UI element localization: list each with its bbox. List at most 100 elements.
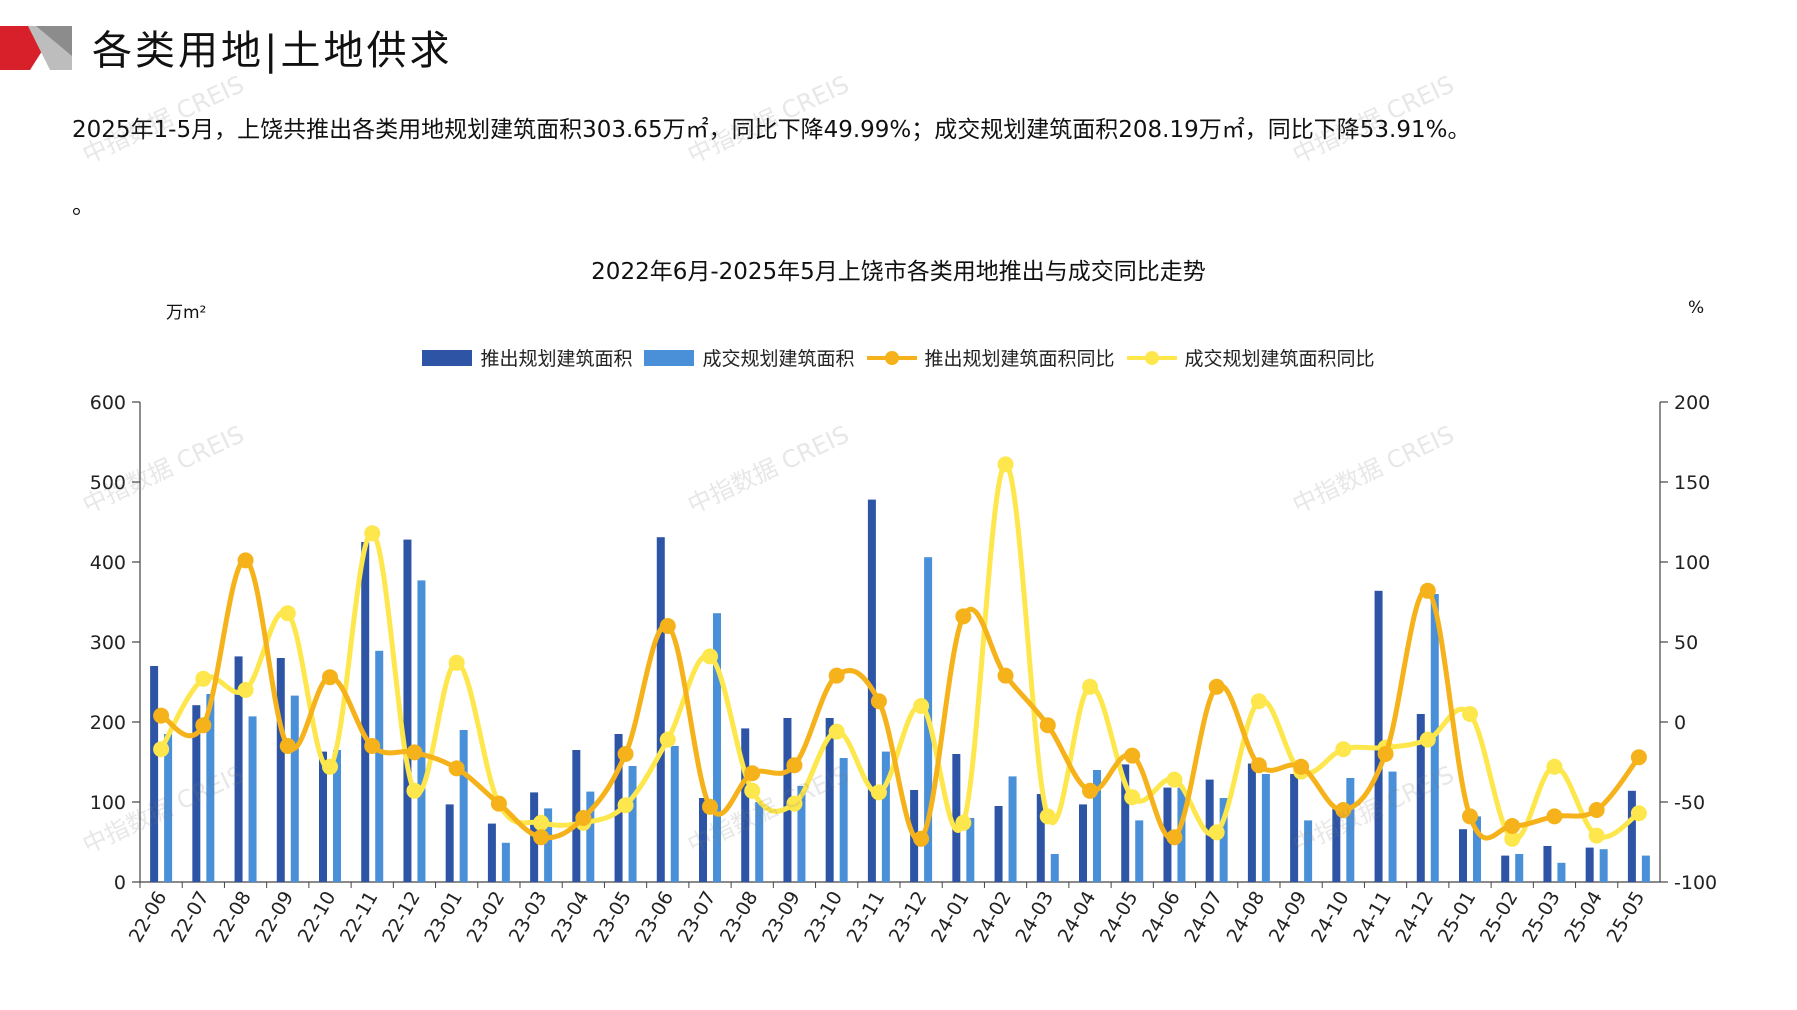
- x-tick-label: 23-05: [589, 888, 636, 947]
- bar-launch: [1079, 804, 1087, 882]
- x-tick-label: 23-06: [631, 888, 678, 947]
- bar-launch: [1374, 590, 1383, 882]
- point-launch-yoy: [1504, 818, 1521, 834]
- bar-launch: [234, 656, 243, 882]
- point-deal-yoy: [1039, 808, 1056, 825]
- point-deal-yoy: [279, 605, 296, 622]
- summary-text: 2025年1-5月，上饶共推出各类用地规划建筑面积303.65万㎡，同比下降49…: [72, 117, 1471, 143]
- left-tick-label: 500: [90, 472, 126, 494]
- point-launch-yoy: [364, 738, 381, 754]
- bar-deal: [1219, 798, 1228, 882]
- right-tick-label: 150: [1674, 472, 1710, 494]
- point-deal-yoy: [913, 698, 930, 714]
- point-launch-yoy: [1208, 678, 1225, 695]
- x-tick-label: 23-04: [547, 888, 594, 947]
- point-deal-yoy: [1588, 827, 1605, 844]
- point-launch-yoy: [1546, 808, 1563, 825]
- bar-deal: [1135, 820, 1144, 882]
- bar-deal: [1557, 862, 1566, 882]
- bar-deal: [797, 786, 806, 882]
- right-tick-label: 100: [1674, 552, 1710, 574]
- bar-launch: [1627, 790, 1636, 882]
- bar-launch: [319, 751, 327, 882]
- point-deal-yoy: [448, 654, 465, 671]
- chart-legend: 推出规划建筑面积 成交规划建筑面积 推出规划建筑面积同比 成交规划建筑面积同比: [0, 344, 1797, 371]
- legend-label-bar1: 推出规划建筑面积: [480, 348, 633, 370]
- point-deal-yoy: [1546, 758, 1563, 775]
- bar-launch: [403, 539, 412, 882]
- bar-deal: [417, 580, 426, 882]
- point-launch-yoy: [1419, 582, 1436, 599]
- bar-deal: [1473, 816, 1481, 882]
- point-deal-yoy: [195, 670, 212, 687]
- left-axis-unit: 万m²: [166, 303, 207, 323]
- point-launch-yoy: [1082, 782, 1098, 799]
- x-tick-label: 24-02: [969, 888, 1016, 947]
- left-tick-label: 100: [90, 792, 126, 814]
- bar-deal: [713, 613, 721, 882]
- x-tick-label: 24-11: [1349, 888, 1396, 947]
- point-launch-yoy: [913, 830, 930, 847]
- bar-deal: [1093, 770, 1101, 882]
- bar-launch: [741, 728, 750, 882]
- logo-red-shape: [0, 26, 44, 70]
- left-tick-label: 300: [90, 632, 126, 654]
- x-tick-label: 24-06: [1138, 888, 1185, 947]
- point-launch-yoy: [828, 667, 845, 684]
- point-launch-yoy: [659, 618, 676, 634]
- x-tick-label: 25-05: [1603, 888, 1650, 947]
- x-tick-label: 23-09: [758, 888, 805, 947]
- bar-launch: [1290, 774, 1299, 882]
- point-deal-yoy: [870, 784, 887, 801]
- x-tick-label: 24-12: [1391, 888, 1438, 947]
- point-deal-yoy: [153, 741, 170, 758]
- x-tick-label: 24-09: [1265, 888, 1312, 947]
- x-tick-label: 23-11: [843, 888, 890, 947]
- bar-deal: [1515, 854, 1524, 882]
- point-launch-yoy: [1335, 802, 1352, 818]
- x-tick-label: 22-08: [209, 888, 256, 947]
- right-axis-unit: %: [1688, 298, 1705, 318]
- point-deal-yoy: [744, 782, 761, 799]
- point-launch-yoy: [786, 757, 803, 774]
- point-launch-yoy: [744, 765, 761, 782]
- bar-deal: [1008, 776, 1017, 882]
- brand-logo: [0, 26, 72, 70]
- x-tick-label: 23-02: [463, 888, 510, 947]
- bar-deal: [333, 750, 341, 882]
- logo-dark-shape: [36, 26, 72, 56]
- point-deal-yoy: [364, 525, 381, 542]
- point-deal-yoy: [702, 648, 718, 665]
- point-launch-yoy: [490, 795, 507, 812]
- point-launch-yoy: [1166, 829, 1183, 846]
- x-tick-label: 22-07: [167, 888, 214, 947]
- bar-deal: [755, 802, 764, 882]
- x-tick-label: 25-01: [1434, 888, 1481, 947]
- bar-launch: [1036, 794, 1045, 882]
- bar-deal: [628, 766, 637, 882]
- point-deal-yoy: [786, 795, 803, 812]
- point-deal-yoy: [1462, 706, 1478, 722]
- x-tick-label: 23-03: [505, 888, 552, 947]
- point-launch-yoy: [702, 798, 718, 815]
- point-launch-yoy: [279, 738, 296, 754]
- bar-launch: [1501, 855, 1510, 882]
- point-launch-yoy: [406, 744, 423, 761]
- x-tick-label: 22-09: [251, 888, 298, 947]
- chart-title: 2022年6月-2025年5月上饶市各类用地推出与成交同比走势: [591, 259, 1206, 285]
- left-tick-label: 400: [90, 552, 126, 574]
- bar-deal: [586, 791, 595, 882]
- bar-deal: [248, 716, 257, 882]
- point-launch-yoy: [1377, 746, 1394, 762]
- x-tick-label: 23-10: [800, 888, 847, 947]
- bar-deal: [164, 734, 173, 882]
- point-launch-yoy: [322, 669, 338, 686]
- bar-deal: [881, 751, 890, 882]
- point-deal-yoy: [1208, 824, 1225, 841]
- right-tick-label: 200: [1674, 392, 1710, 414]
- bar-deal: [501, 842, 510, 882]
- bar-launch: [656, 537, 665, 882]
- point-launch-yoy: [1462, 808, 1478, 825]
- bar-deal: [375, 650, 384, 882]
